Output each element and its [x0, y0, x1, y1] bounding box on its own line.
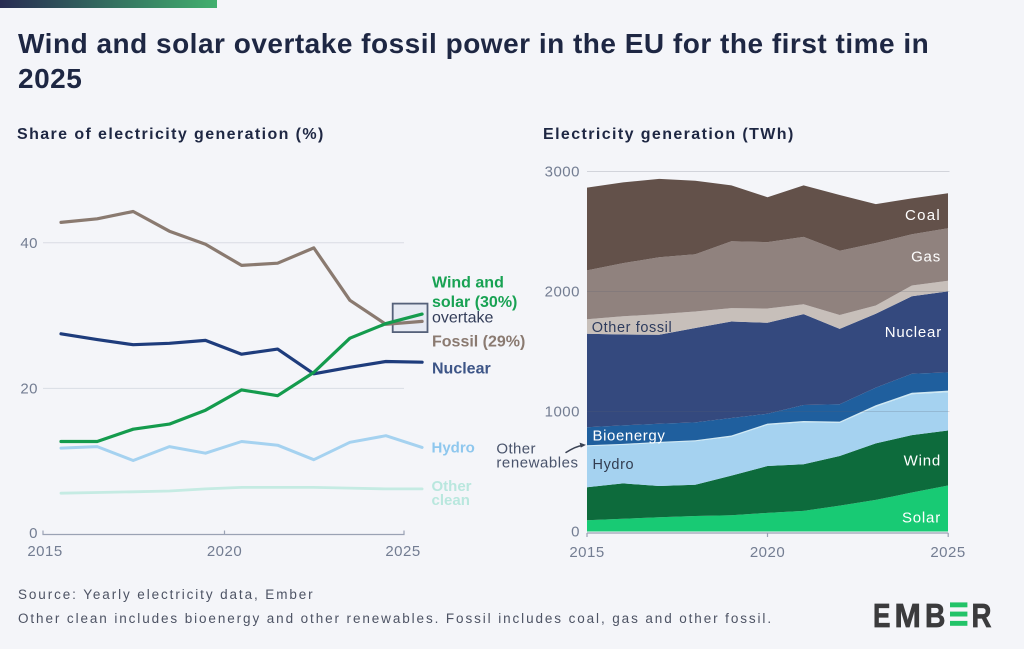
svg-text:Other: Other [496, 440, 536, 457]
svg-text:2020: 2020 [750, 544, 785, 561]
svg-text:0: 0 [571, 524, 580, 541]
svg-text:Fossil (29%): Fossil (29%) [432, 334, 525, 351]
svg-text:2025: 2025 [930, 544, 965, 561]
svg-text:Bioenergy: Bioenergy [593, 428, 666, 445]
svg-text:20: 20 [20, 381, 38, 398]
svg-text:Other fossil: Other fossil [592, 320, 673, 336]
svg-text:solar (30%): solar (30%) [432, 294, 517, 311]
svg-text:1000: 1000 [545, 404, 580, 421]
svg-text:Gas: Gas [911, 249, 941, 266]
svg-text:3000: 3000 [545, 164, 580, 181]
svg-text:M: M [895, 598, 921, 634]
svg-text:Hydro: Hydro [593, 457, 635, 473]
svg-text:clean: clean [432, 492, 470, 509]
svg-text:2020: 2020 [207, 543, 242, 560]
svg-text:40: 40 [20, 235, 38, 252]
svg-text:R: R [972, 598, 992, 634]
svg-text:2000: 2000 [545, 284, 580, 301]
svg-text:Wind: Wind [904, 453, 941, 470]
svg-text:2015: 2015 [569, 544, 604, 561]
svg-text:overtake: overtake [432, 310, 493, 327]
svg-text:2025: 2025 [385, 543, 420, 560]
svg-text:Coal: Coal [905, 207, 941, 224]
svg-text:Solar: Solar [902, 510, 941, 527]
svg-text:0: 0 [29, 525, 38, 542]
svg-text:E: E [873, 598, 891, 634]
svg-text:2015: 2015 [27, 543, 62, 560]
svg-text:Nuclear: Nuclear [432, 361, 491, 378]
svg-text:Nuclear: Nuclear [885, 324, 942, 341]
svg-text:Other: Other [432, 478, 472, 495]
svg-text:renewables: renewables [496, 455, 578, 472]
svg-text:Wind and: Wind and [432, 275, 504, 292]
svg-text:Hydro: Hydro [432, 439, 475, 456]
svg-text:B: B [925, 598, 945, 634]
